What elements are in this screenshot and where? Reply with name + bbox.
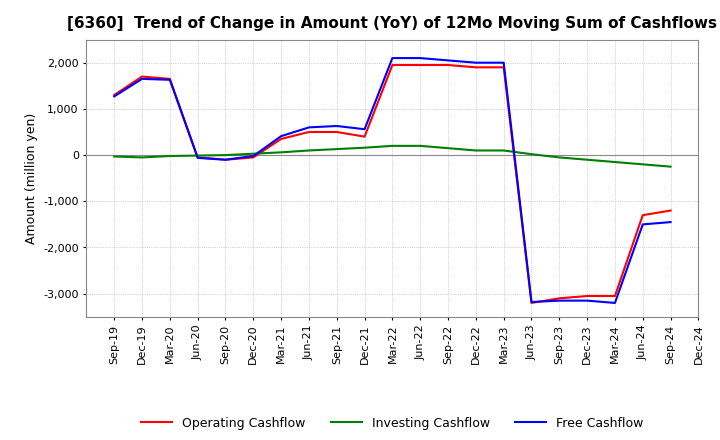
Investing Cashflow xyxy=(221,152,230,158)
Free Cashflow xyxy=(416,55,425,61)
Free Cashflow xyxy=(666,220,675,225)
Free Cashflow xyxy=(221,157,230,162)
Investing Cashflow xyxy=(166,154,174,159)
Line: Operating Cashflow: Operating Cashflow xyxy=(114,65,670,303)
Operating Cashflow xyxy=(527,300,536,305)
Title: [6360]  Trend of Change in Amount (YoY) of 12Mo Moving Sum of Cashflows: [6360] Trend of Change in Amount (YoY) o… xyxy=(68,16,717,32)
Free Cashflow xyxy=(388,55,397,61)
Free Cashflow xyxy=(194,155,202,161)
Free Cashflow xyxy=(639,222,647,227)
Investing Cashflow xyxy=(555,155,564,160)
Investing Cashflow xyxy=(500,148,508,153)
Free Cashflow xyxy=(305,125,313,130)
Operating Cashflow xyxy=(472,65,480,70)
Free Cashflow xyxy=(333,123,341,128)
Investing Cashflow xyxy=(360,145,369,150)
Operating Cashflow xyxy=(360,134,369,139)
Investing Cashflow xyxy=(249,151,258,156)
Operating Cashflow xyxy=(416,62,425,68)
Free Cashflow xyxy=(555,298,564,303)
Operating Cashflow xyxy=(582,293,591,299)
Investing Cashflow xyxy=(276,150,285,155)
Operating Cashflow xyxy=(500,65,508,70)
Investing Cashflow xyxy=(444,146,452,151)
Operating Cashflow xyxy=(305,129,313,135)
Free Cashflow xyxy=(527,299,536,304)
Operating Cashflow xyxy=(611,293,619,299)
Investing Cashflow xyxy=(611,159,619,165)
Investing Cashflow xyxy=(639,161,647,167)
Operating Cashflow xyxy=(639,213,647,218)
Free Cashflow xyxy=(110,94,119,99)
Investing Cashflow xyxy=(527,151,536,157)
Investing Cashflow xyxy=(416,143,425,148)
Free Cashflow xyxy=(166,77,174,82)
Line: Investing Cashflow: Investing Cashflow xyxy=(114,146,670,167)
Investing Cashflow xyxy=(333,147,341,152)
Free Cashflow xyxy=(249,154,258,159)
Free Cashflow xyxy=(611,300,619,305)
Operating Cashflow xyxy=(666,208,675,213)
Investing Cashflow xyxy=(582,157,591,162)
Free Cashflow xyxy=(472,60,480,65)
Free Cashflow xyxy=(138,76,146,81)
Operating Cashflow xyxy=(444,62,452,68)
Investing Cashflow xyxy=(110,154,119,159)
Operating Cashflow xyxy=(138,74,146,79)
Operating Cashflow xyxy=(555,296,564,301)
Investing Cashflow xyxy=(194,153,202,158)
Operating Cashflow xyxy=(333,129,341,135)
Investing Cashflow xyxy=(388,143,397,148)
Line: Free Cashflow: Free Cashflow xyxy=(114,58,670,303)
Investing Cashflow xyxy=(472,148,480,153)
Operating Cashflow xyxy=(221,157,230,162)
Operating Cashflow xyxy=(194,155,202,160)
Operating Cashflow xyxy=(388,62,397,68)
Legend: Operating Cashflow, Investing Cashflow, Free Cashflow: Operating Cashflow, Investing Cashflow, … xyxy=(136,412,649,435)
Y-axis label: Amount (million yen): Amount (million yen) xyxy=(24,113,37,244)
Operating Cashflow xyxy=(110,92,119,98)
Operating Cashflow xyxy=(166,76,174,81)
Free Cashflow xyxy=(360,127,369,132)
Free Cashflow xyxy=(276,133,285,139)
Operating Cashflow xyxy=(249,155,258,160)
Free Cashflow xyxy=(444,58,452,63)
Free Cashflow xyxy=(582,298,591,303)
Operating Cashflow xyxy=(276,136,285,142)
Investing Cashflow xyxy=(666,164,675,169)
Investing Cashflow xyxy=(138,155,146,160)
Investing Cashflow xyxy=(305,148,313,153)
Free Cashflow xyxy=(500,60,508,65)
